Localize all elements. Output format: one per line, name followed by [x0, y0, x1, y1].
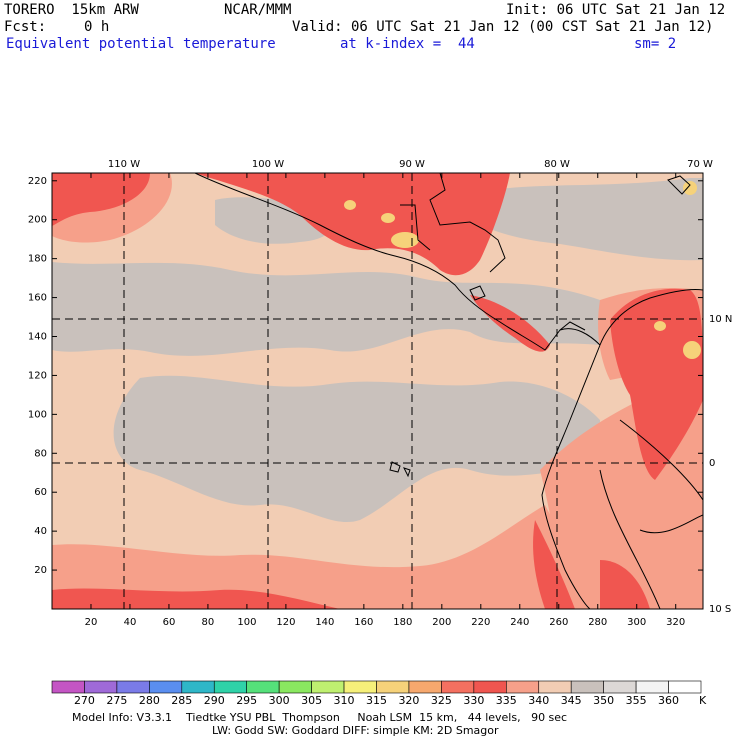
colorbar-label: 270: [74, 694, 95, 707]
x-tick-label: 220: [471, 617, 490, 628]
y-tick-label: 80: [34, 448, 47, 459]
x-tick-label: 40: [124, 617, 137, 628]
colorbar-swatch: [408, 680, 442, 694]
colorbar-swatch: [116, 680, 150, 694]
x-tick-label: 60: [163, 617, 176, 628]
x-tick-label: 180: [393, 617, 412, 628]
y-tick-label: 160: [28, 293, 47, 304]
graticule: [52, 173, 703, 609]
colorbar-label: 320: [398, 694, 419, 707]
colorbar-label: 275: [106, 694, 127, 707]
x-tick-label: 140: [315, 617, 334, 628]
x-tick-label: 280: [588, 617, 607, 628]
colorbar-swatch: [635, 680, 669, 694]
colorbar-swatch: [149, 680, 183, 694]
lat-label: 0: [709, 458, 715, 469]
colorbar-swatch: [668, 680, 702, 694]
map-frame: [51, 172, 704, 610]
colorbar-label: 345: [561, 694, 582, 707]
y-axis: 220 200 180 160 140 120 100 80 60 40 20: [28, 176, 703, 576]
colorbar-swatch: [51, 680, 85, 694]
colorbar-label: 305: [301, 694, 322, 707]
colorbar-label: 325: [431, 694, 452, 707]
colorbar-swatch: [538, 680, 572, 694]
x-tick-label: 120: [276, 617, 295, 628]
colorbar-unit: K: [699, 694, 707, 707]
colorbar-label: 290: [204, 694, 225, 707]
x-tick-label: 200: [432, 617, 451, 628]
x-tick-label: 20: [85, 617, 98, 628]
lon-label: 110 W: [108, 159, 140, 170]
colorbar-swatch: [84, 680, 118, 694]
lat-label: 10 S: [709, 604, 731, 615]
colorbar-label: 335: [496, 694, 517, 707]
colorbar-swatch: [246, 680, 280, 694]
colorbar-label: 355: [626, 694, 647, 707]
colorbar-label: 280: [139, 694, 160, 707]
forecast-hour: 0 h: [84, 19, 110, 35]
colorbar-swatch: [343, 680, 377, 694]
x-tick-label: 80: [202, 617, 215, 628]
forecast-label: Fcst:: [4, 19, 47, 35]
lon-label: 90 W: [399, 159, 425, 170]
colorbar-label: 360: [658, 694, 679, 707]
model-title: TORERO 15km ARW: [4, 2, 139, 18]
lon-label: 80 W: [544, 159, 570, 170]
colorbar: 270 275 280 285 290 295 300 305 310 315 320 325 330 3…: [51, 680, 702, 707]
colorbar-swatch: [505, 680, 540, 694]
colorbar-swatch: [213, 680, 248, 694]
lon-label: 70 W: [687, 159, 713, 170]
y-tick-label: 120: [28, 370, 47, 381]
x-tick-label: 160: [354, 617, 373, 628]
colorbar-label: 350: [593, 694, 614, 707]
colorbar-swatch: [311, 680, 345, 694]
y-tick-label: 40: [34, 526, 47, 537]
physics-info: LW: Godd SW: Goddard DIFF: simple KM: 2D…: [212, 724, 499, 737]
colorbar-swatch: [570, 680, 604, 694]
x-tick-label: 260: [549, 617, 568, 628]
center-label: NCAR/MMM: [224, 2, 292, 18]
lat-label: 10 N: [709, 314, 732, 325]
colorbar-swatch: [376, 680, 410, 694]
coastlines: [194, 173, 703, 609]
y-tick-label: 100: [28, 409, 47, 420]
y-tick-label: 220: [28, 176, 47, 187]
y-tick-label: 140: [28, 332, 47, 343]
colorbar-swatch: [278, 680, 312, 694]
level-label: at k-index = 44: [340, 36, 475, 52]
x-axis: 20 40 60 80 100 120 140 160 180 200 220 240 260 280 30…: [85, 173, 685, 628]
y-tick-label: 20: [34, 565, 47, 576]
colorbar-label: 330: [463, 694, 484, 707]
colorbar-label: 310: [334, 694, 355, 707]
valid-time: Valid: 06 UTC Sat 21 Jan 12 (00 CST Sat …: [292, 19, 714, 35]
colorbar-label: 315: [366, 694, 387, 707]
init-time: Init: 06 UTC Sat 21 Jan 12: [506, 2, 726, 18]
lon-label: 100 W: [252, 159, 284, 170]
colorbar-swatch: [441, 680, 475, 694]
model-info: Model Info: V3.3.1 Tiedtke YSU PBL Thomp…: [72, 711, 568, 724]
colorbar-label: 295: [236, 694, 257, 707]
colorbar-swatch: [181, 680, 215, 694]
colorbar-label: 340: [528, 694, 549, 707]
smoothing-label: sm= 2: [634, 36, 677, 52]
colorbar-label: 300: [269, 694, 290, 707]
y-tick-label: 60: [34, 487, 47, 498]
colorbar-swatch: [473, 680, 507, 694]
x-tick-label: 240: [510, 617, 529, 628]
theta-e-field: [52, 173, 703, 609]
y-tick-label: 180: [28, 254, 47, 265]
x-tick-label: 320: [666, 617, 685, 628]
colorbar-label: 285: [171, 694, 192, 707]
colorbar-swatch: [603, 680, 637, 694]
x-tick-label: 300: [627, 617, 646, 628]
field-name: Equivalent potential temperature: [6, 36, 276, 52]
x-tick-label: 100: [237, 617, 256, 628]
y-tick-label: 200: [28, 215, 47, 226]
